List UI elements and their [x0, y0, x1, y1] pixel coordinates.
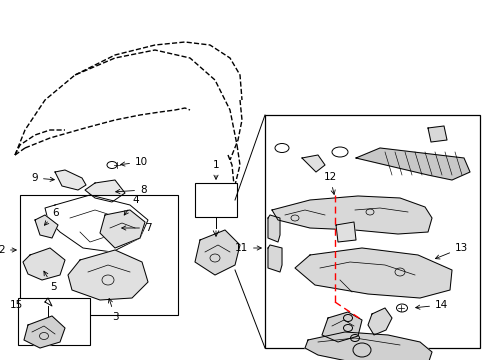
Text: 2: 2	[0, 245, 16, 255]
Text: 13: 13	[434, 243, 468, 259]
Polygon shape	[55, 170, 86, 190]
Polygon shape	[24, 316, 65, 348]
Polygon shape	[271, 196, 431, 234]
Text: 7: 7	[122, 223, 151, 233]
Polygon shape	[427, 126, 446, 142]
Polygon shape	[305, 332, 431, 360]
Polygon shape	[367, 308, 391, 335]
Polygon shape	[355, 148, 469, 180]
Polygon shape	[267, 215, 280, 242]
Text: 15: 15	[10, 300, 23, 310]
Polygon shape	[100, 210, 145, 248]
Polygon shape	[68, 250, 148, 300]
Text: 4: 4	[124, 195, 138, 215]
Text: 11: 11	[234, 243, 261, 253]
Text: 5: 5	[44, 271, 57, 292]
Text: 3: 3	[108, 298, 118, 322]
Text: 6: 6	[44, 208, 59, 225]
Polygon shape	[23, 248, 65, 280]
Text: 12: 12	[323, 172, 336, 194]
Text: 8: 8	[116, 185, 146, 195]
Text: 1: 1	[212, 160, 219, 179]
Polygon shape	[294, 248, 451, 298]
Polygon shape	[267, 245, 282, 272]
Polygon shape	[85, 180, 125, 202]
Text: 10: 10	[121, 157, 148, 167]
Polygon shape	[35, 215, 58, 238]
Text: 14: 14	[415, 300, 447, 310]
Polygon shape	[302, 155, 325, 172]
Polygon shape	[45, 195, 148, 252]
Bar	[18, 298, 90, 345]
Polygon shape	[195, 230, 240, 275]
Bar	[195, 183, 237, 217]
Bar	[20, 195, 178, 315]
Text: 9: 9	[31, 173, 54, 183]
Bar	[264, 115, 479, 348]
Polygon shape	[321, 312, 361, 342]
Polygon shape	[335, 222, 355, 242]
